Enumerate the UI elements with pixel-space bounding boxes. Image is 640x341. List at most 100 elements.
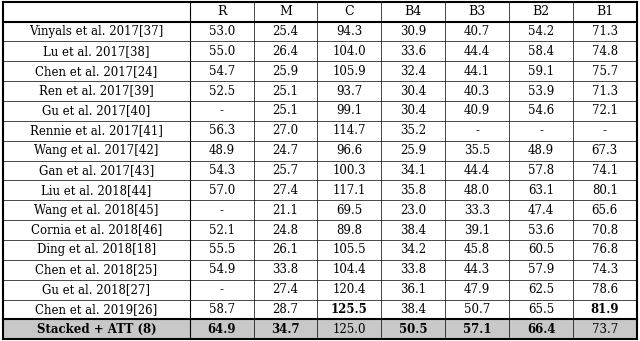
Text: Ding et al. 2018[18]: Ding et al. 2018[18] <box>37 243 156 256</box>
Text: 58.7: 58.7 <box>209 303 235 316</box>
Text: 25.9: 25.9 <box>273 65 299 78</box>
Text: 27.4: 27.4 <box>273 184 299 197</box>
Text: 114.7: 114.7 <box>333 124 366 137</box>
Text: -: - <box>603 124 607 137</box>
Text: Gu et al. 2018[27]: Gu et al. 2018[27] <box>42 283 150 296</box>
Text: Ren et al. 2017[39]: Ren et al. 2017[39] <box>39 85 154 98</box>
Text: 45.8: 45.8 <box>464 243 490 256</box>
Text: -: - <box>539 124 543 137</box>
Text: 55.0: 55.0 <box>209 45 235 58</box>
Text: 54.9: 54.9 <box>209 263 235 276</box>
Text: 54.2: 54.2 <box>528 25 554 38</box>
Text: 35.5: 35.5 <box>464 144 490 157</box>
Text: Chen et al. 2019[26]: Chen et al. 2019[26] <box>35 303 157 316</box>
Text: 104.4: 104.4 <box>333 263 366 276</box>
Text: 26.4: 26.4 <box>273 45 299 58</box>
Text: 57.9: 57.9 <box>528 263 554 276</box>
Text: 125.0: 125.0 <box>333 323 366 336</box>
Text: 70.8: 70.8 <box>592 224 618 237</box>
Bar <box>3 320 637 339</box>
Text: 58.4: 58.4 <box>528 45 554 58</box>
Text: 47.4: 47.4 <box>528 204 554 217</box>
Text: 71.3: 71.3 <box>592 85 618 98</box>
Text: 75.7: 75.7 <box>592 65 618 78</box>
Text: 25.1: 25.1 <box>273 85 298 98</box>
Text: 81.9: 81.9 <box>591 303 619 316</box>
Text: 33.8: 33.8 <box>273 263 299 276</box>
Text: 63.1: 63.1 <box>528 184 554 197</box>
Text: 96.6: 96.6 <box>336 144 362 157</box>
Text: Gu et al. 2017[40]: Gu et al. 2017[40] <box>42 104 150 117</box>
Text: Wang et al. 2018[45]: Wang et al. 2018[45] <box>35 204 159 217</box>
Text: 34.1: 34.1 <box>400 164 426 177</box>
Text: 105.5: 105.5 <box>333 243 366 256</box>
Text: 69.5: 69.5 <box>336 204 362 217</box>
Text: 23.0: 23.0 <box>400 204 426 217</box>
Text: 67.3: 67.3 <box>592 144 618 157</box>
Text: 44.4: 44.4 <box>464 45 490 58</box>
Text: 36.1: 36.1 <box>400 283 426 296</box>
Text: 48.0: 48.0 <box>464 184 490 197</box>
Text: 21.1: 21.1 <box>273 204 298 217</box>
Text: Rennie et al. 2017[41]: Rennie et al. 2017[41] <box>30 124 163 137</box>
Text: -: - <box>220 104 223 117</box>
Text: Gan et al. 2017[43]: Gan et al. 2017[43] <box>39 164 154 177</box>
Text: 74.8: 74.8 <box>592 45 618 58</box>
Text: 74.3: 74.3 <box>592 263 618 276</box>
Text: 53.9: 53.9 <box>528 85 554 98</box>
Text: 34.7: 34.7 <box>271 323 300 336</box>
Text: 57.8: 57.8 <box>528 164 554 177</box>
Text: 40.7: 40.7 <box>464 25 490 38</box>
Text: 25.9: 25.9 <box>400 144 426 157</box>
Text: 54.3: 54.3 <box>209 164 235 177</box>
Text: M: M <box>279 5 292 18</box>
Text: 25.4: 25.4 <box>273 25 299 38</box>
Text: C: C <box>344 5 354 18</box>
Text: 74.1: 74.1 <box>592 164 618 177</box>
Text: 30.4: 30.4 <box>400 104 426 117</box>
Text: 35.8: 35.8 <box>400 184 426 197</box>
Text: 34.2: 34.2 <box>400 243 426 256</box>
Text: 47.9: 47.9 <box>464 283 490 296</box>
Text: B1: B1 <box>596 5 614 18</box>
Text: Liu et al. 2018[44]: Liu et al. 2018[44] <box>42 184 152 197</box>
Text: 30.9: 30.9 <box>400 25 426 38</box>
Text: 55.5: 55.5 <box>209 243 235 256</box>
Text: 24.7: 24.7 <box>273 144 299 157</box>
Text: 52.1: 52.1 <box>209 224 235 237</box>
Text: 26.1: 26.1 <box>273 243 298 256</box>
Text: 44.1: 44.1 <box>464 65 490 78</box>
Text: 33.8: 33.8 <box>400 263 426 276</box>
Text: 59.1: 59.1 <box>528 65 554 78</box>
Text: 117.1: 117.1 <box>333 184 366 197</box>
Text: 33.3: 33.3 <box>464 204 490 217</box>
Text: 33.6: 33.6 <box>400 45 426 58</box>
Text: Wang et al. 2017[42]: Wang et al. 2017[42] <box>35 144 159 157</box>
Text: 27.4: 27.4 <box>273 283 299 296</box>
Text: 60.5: 60.5 <box>528 243 554 256</box>
Text: 54.7: 54.7 <box>209 65 235 78</box>
Text: 64.9: 64.9 <box>207 323 236 336</box>
Text: 50.7: 50.7 <box>464 303 490 316</box>
Text: 65.6: 65.6 <box>592 204 618 217</box>
Text: 76.8: 76.8 <box>592 243 618 256</box>
Text: 52.5: 52.5 <box>209 85 235 98</box>
Text: 39.1: 39.1 <box>464 224 490 237</box>
Text: Stacked + ATT (8): Stacked + ATT (8) <box>36 323 156 336</box>
Text: 35.2: 35.2 <box>400 124 426 137</box>
Text: 32.4: 32.4 <box>400 65 426 78</box>
Text: 30.4: 30.4 <box>400 85 426 98</box>
Text: Chen et al. 2018[25]: Chen et al. 2018[25] <box>35 263 157 276</box>
Text: B3: B3 <box>468 5 486 18</box>
Text: 80.1: 80.1 <box>592 184 618 197</box>
Text: 99.1: 99.1 <box>337 104 362 117</box>
Text: 125.5: 125.5 <box>331 303 368 316</box>
Text: Vinyals et al. 2017[37]: Vinyals et al. 2017[37] <box>29 25 164 38</box>
Text: 56.3: 56.3 <box>209 124 235 137</box>
Text: 44.4: 44.4 <box>464 164 490 177</box>
Text: 93.7: 93.7 <box>336 85 362 98</box>
Text: 25.7: 25.7 <box>273 164 299 177</box>
Text: 94.3: 94.3 <box>336 25 362 38</box>
Text: 62.5: 62.5 <box>528 283 554 296</box>
Text: 73.7: 73.7 <box>592 323 618 336</box>
